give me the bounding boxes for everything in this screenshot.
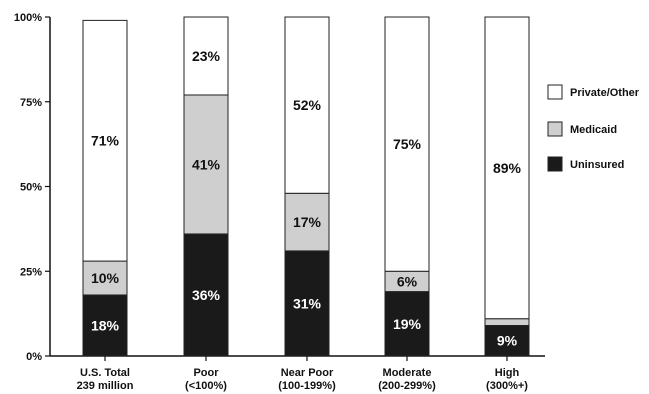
- data-label: 9%: [497, 333, 518, 349]
- bar-segment-medicaid: [183, 94, 229, 235]
- bar-segment-private-other: [284, 16, 330, 194]
- data-label: 36%: [192, 287, 221, 303]
- x-category-label: (<100%): [185, 380, 227, 392]
- bar-segment-private-other: [183, 16, 229, 96]
- legend-label: Medicaid: [570, 124, 617, 136]
- data-label: 75%: [393, 136, 422, 152]
- bar-segment-uninsured: [82, 294, 128, 357]
- data-label: 6%: [397, 273, 418, 289]
- y-tick-label: 25%: [20, 266, 42, 278]
- data-label: 71%: [91, 133, 120, 149]
- bar-segment-medicaid: [284, 192, 330, 252]
- x-category-label: U.S. Total: [80, 367, 130, 379]
- y-tick-label: 50%: [20, 182, 42, 194]
- data-label: 19%: [393, 316, 422, 332]
- y-tick-label: 75%: [20, 97, 42, 109]
- bar-segment-uninsured: [284, 250, 330, 357]
- data-label: 18%: [91, 317, 120, 333]
- data-label: 17%: [293, 214, 322, 230]
- data-label: 89%: [493, 160, 522, 176]
- legend-label: Private/Other: [570, 87, 640, 99]
- y-tick-label: 100%: [14, 12, 42, 24]
- x-category-label: 239 million: [77, 380, 134, 392]
- x-category-label: (200-299%): [378, 380, 436, 392]
- data-label: 23%: [192, 48, 221, 64]
- x-category-label: (300%+): [486, 380, 528, 392]
- bar-segment-uninsured: [384, 291, 430, 357]
- data-label: 10%: [91, 270, 120, 286]
- x-category-label: Moderate: [383, 367, 432, 379]
- legend-swatch: [547, 156, 563, 172]
- data-label: 31%: [293, 295, 322, 311]
- legend-label: Uninsured: [570, 159, 624, 171]
- x-category-label: Near Poor: [281, 367, 334, 379]
- y-tick-label: 0%: [26, 351, 42, 363]
- x-category-label: Poor: [193, 367, 219, 379]
- bar-segment-uninsured: [484, 324, 530, 357]
- bar-segment-medicaid: [484, 318, 530, 326]
- legend-swatch: [547, 84, 563, 100]
- bar-segment-private-other: [484, 16, 530, 320]
- bar-segment-private-other: [82, 19, 128, 262]
- legend-swatch: [547, 121, 563, 137]
- x-category-label: (100-199%): [278, 380, 336, 392]
- data-label: 52%: [293, 97, 322, 113]
- x-category-label: High: [495, 367, 520, 379]
- data-label: 41%: [192, 156, 221, 172]
- bar-segment-private-other: [384, 16, 430, 272]
